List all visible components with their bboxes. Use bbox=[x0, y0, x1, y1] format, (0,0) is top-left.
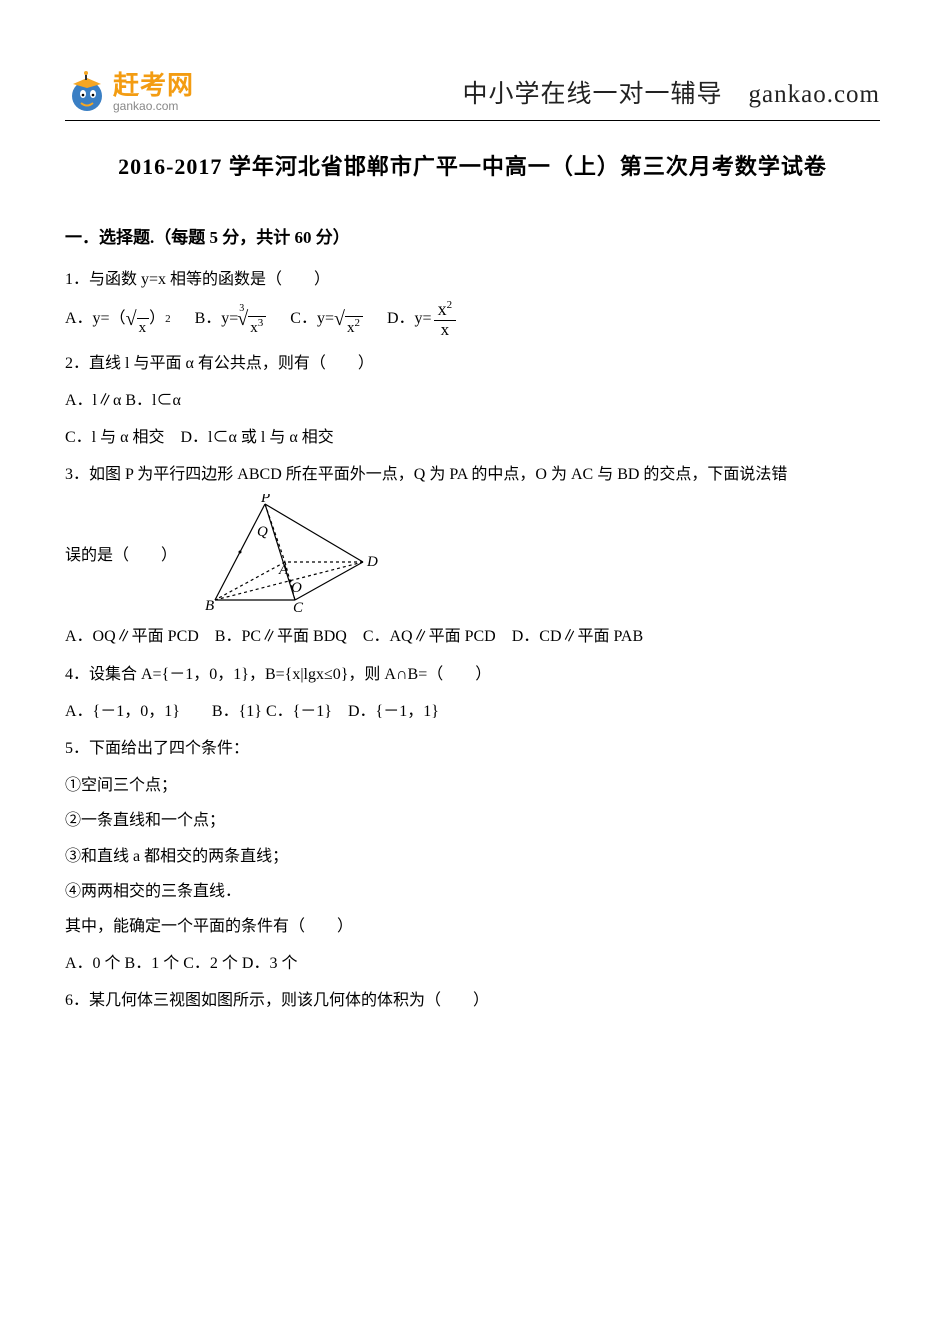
q2-stem: 2．直线 l 与平面 α 有公共点，则有（ ） bbox=[65, 346, 880, 381]
q6-stem: 6．某几何体三视图如图所示，则该几何体的体积为（ ） bbox=[65, 983, 880, 1018]
text: A．y=（ bbox=[65, 303, 126, 335]
sqrt-icon: √x bbox=[126, 299, 149, 339]
logo-text: 赶考网 gankao.com bbox=[113, 72, 194, 112]
q1-opt-c: C．y= √x2 bbox=[290, 299, 363, 339]
page-header: 赶考网 gankao.com 中小学在线一对一辅导 gankao.com bbox=[65, 70, 880, 121]
q5-c3: ③和直线 a 都相交的两条直线； bbox=[65, 839, 880, 874]
text: C．y= bbox=[290, 303, 334, 335]
logo-icon bbox=[65, 70, 109, 114]
exam-title: 2016-2017 学年河北省邯郸市广平一中高一（上）第三次月考数学试卷 bbox=[65, 149, 880, 181]
label-c: C bbox=[293, 600, 304, 614]
label-d: D bbox=[366, 554, 378, 570]
text: ） bbox=[149, 303, 165, 335]
sup: 2 bbox=[354, 317, 360, 329]
sup: 2 bbox=[165, 308, 171, 330]
q5-tail: 其中，能确定一个平面的条件有（ ） bbox=[65, 909, 880, 944]
label-a: A bbox=[278, 562, 289, 578]
radicand: x2 bbox=[345, 316, 363, 337]
text: D．y= bbox=[387, 303, 432, 335]
q5-c2: ②一条直线和一个点； bbox=[65, 803, 880, 838]
denominator: x bbox=[437, 321, 454, 340]
q1-opt-d: D．y= x2 x bbox=[387, 299, 458, 339]
sup: 2 bbox=[447, 299, 453, 311]
sup: 3 bbox=[258, 317, 264, 329]
q2-opt-cd: C．l 与 α 相交 D．l⊂α 或 l 与 α 相交 bbox=[65, 420, 880, 455]
label-o: O bbox=[291, 580, 302, 596]
radicand: x3 bbox=[248, 316, 266, 337]
q2-opt-ab: A．l∥α B．l⊂α bbox=[65, 383, 880, 418]
q3-stem: 3．如图 P 为平行四边形 ABCD 所在平面外一点，Q 为 PA 的中点，O … bbox=[65, 457, 880, 492]
q1-options: A．y=（ √x ）2 B．y= 3 √x3 C．y= √x2 D．y= x2 … bbox=[65, 299, 880, 339]
fraction: x2 x bbox=[434, 299, 457, 339]
logo-block: 赶考网 gankao.com bbox=[65, 70, 194, 114]
q5-stem: 5．下面给出了四个条件： bbox=[65, 731, 880, 766]
page: 赶考网 gankao.com 中小学在线一对一辅导 gankao.com 201… bbox=[0, 0, 945, 1060]
q3-figure: P Q A B C D O bbox=[195, 494, 385, 619]
q1-opt-b: B．y= 3 √x3 bbox=[195, 299, 267, 339]
q5-c1: ①空间三个点； bbox=[65, 768, 880, 803]
q5-options: A．0 个 B．1 个 C．2 个 D．3 个 bbox=[65, 946, 880, 981]
q1-opt-a: A．y=（ √x ）2 bbox=[65, 299, 171, 339]
sqrt-icon: √x2 bbox=[334, 299, 363, 339]
section-1-heading: 一．选择题.（每题 5 分，共计 60 分） bbox=[65, 223, 880, 248]
text: x bbox=[438, 299, 447, 319]
q4-stem: 4．设集合 A={－1，0，1}，B={x|lgx≤0}，则 A∩B=（ ） bbox=[65, 657, 880, 692]
q1-stem: 1．与函数 y=x 相等的函数是（ ） bbox=[65, 262, 880, 297]
q3-options: A．OQ∥平面 PCD B．PC∥平面 BDQ C．AQ∥平面 PCD D．CD… bbox=[65, 619, 880, 654]
label-b: B bbox=[205, 598, 214, 614]
text: x bbox=[250, 320, 258, 336]
q5-c4: ④两两相交的三条直线． bbox=[65, 874, 880, 909]
label-q: Q bbox=[257, 524, 268, 540]
logo-cn: 赶考网 bbox=[113, 72, 194, 98]
label-p: P bbox=[260, 494, 270, 506]
cbrt-icon: √x3 bbox=[237, 299, 266, 339]
radicand: x bbox=[137, 318, 150, 337]
logo-en: gankao.com bbox=[113, 100, 194, 112]
text: B．y= bbox=[195, 303, 239, 335]
q4-options: A．{－1，0，1} B．{1} C．{－1} D．{－1，1} bbox=[65, 694, 880, 729]
q3-tail: 误的是（ ） bbox=[65, 538, 177, 573]
q5-conditions: ①空间三个点； ②一条直线和一个点； ③和直线 a 都相交的两条直线； ④两两相… bbox=[65, 768, 880, 909]
q3-row: 误的是（ ） P Q A bbox=[65, 494, 880, 619]
numerator: x2 bbox=[434, 299, 457, 321]
header-tagline: 中小学在线一对一辅导 gankao.com bbox=[463, 74, 881, 110]
